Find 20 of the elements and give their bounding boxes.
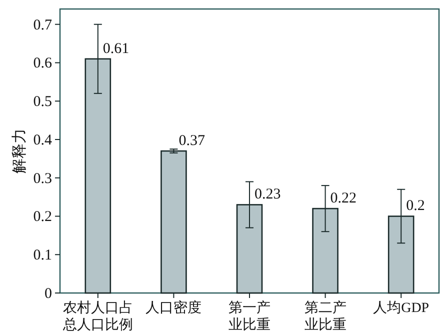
x-tick-label: 第二产业比重 (304, 300, 346, 333)
y-tick-label: 0 (44, 286, 52, 302)
data-label: 0.37 (178, 133, 206, 149)
data-label: 0.61 (102, 40, 130, 57)
y-tick-label: 0.1 (33, 248, 52, 264)
data-label: 0.22 (330, 190, 357, 207)
y-tick-label: 0.6 (33, 56, 52, 72)
data-label: 0.23 (254, 186, 281, 203)
y-tick-label: 0.7 (33, 17, 52, 34)
bar (160, 150, 187, 294)
x-tick-label: 人均GDP (373, 300, 430, 316)
y-tick-label: 0.4 (33, 132, 52, 148)
y-tick-label: 0.2 (33, 209, 52, 226)
data-label: 0.2 (406, 198, 425, 214)
y-tick-label: 0.5 (33, 94, 52, 110)
y-tick-label: 0.3 (33, 170, 52, 187)
x-tick-label: 第一产业比重 (228, 300, 270, 333)
y-axis-title: 解释力 (11, 128, 28, 174)
x-tick-label: 农村人口占总人口比例 (62, 300, 133, 333)
x-tick-label: 人口密度 (146, 300, 202, 316)
